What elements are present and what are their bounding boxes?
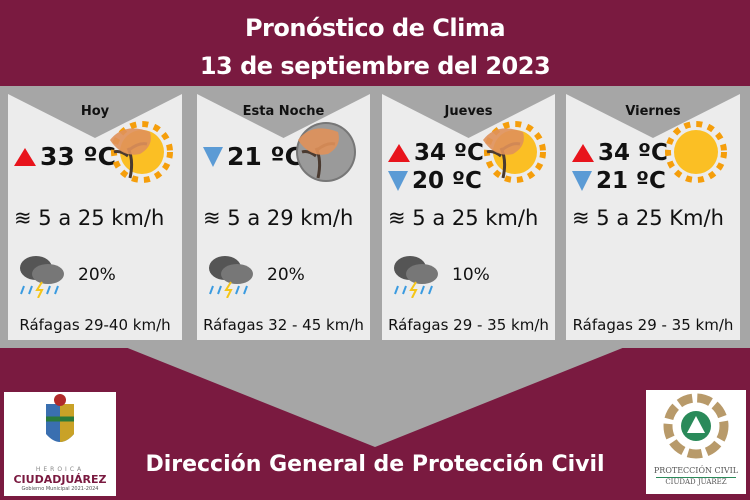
wind-icon: ≋ xyxy=(203,206,221,230)
storm-cloud-icon xyxy=(209,256,253,298)
card-header-chevron xyxy=(382,94,555,138)
card-header-chevron xyxy=(566,94,740,138)
windy-sun-icon xyxy=(110,121,173,183)
wind-gusts: Ráfagas 32 - 45 km/h xyxy=(203,316,364,334)
arrow-up-icon xyxy=(572,144,594,162)
ciudad-juarez-logo: HEROICA CIUDADJUÁREZ Gobierno Municipal … xyxy=(4,392,116,496)
forecast-card-0: Hoy 33 ºC ≋ 5 a 25 km/h 20% Ráfagas 29-40 km… xyxy=(8,94,182,340)
wind-speed: ≋ 5 a 25 km/h xyxy=(14,206,164,230)
temp-value: 34 ºC xyxy=(414,140,484,166)
wind-value: 5 a 25 km/h xyxy=(412,206,539,230)
sun-icon xyxy=(665,121,727,183)
wind-icon: ≋ xyxy=(388,206,406,230)
wind-speed: ≋ 5 a 25 Km/h xyxy=(572,206,724,230)
card-day: Viernes xyxy=(625,104,681,119)
arrow-down-icon xyxy=(388,171,408,191)
wind-icon: ≋ xyxy=(572,206,590,230)
rain-chance: 20% xyxy=(205,252,305,298)
rain-value: 10% xyxy=(452,265,490,285)
arrow-up-icon xyxy=(388,144,410,162)
arrow-down-icon xyxy=(203,146,223,167)
forecast-card-2: Jueves 34 ºC 20 ºC ≋ 5 a 25 km/h 10% Ráfagas … xyxy=(382,94,555,340)
temp-value: 33 ºC xyxy=(40,142,116,171)
wind-speed: ≋ 5 a 29 km/h xyxy=(203,206,353,230)
rain-value: 20% xyxy=(267,265,305,285)
page-title: Pronóstico de Clima xyxy=(244,14,506,42)
temp-value: 21 ºC xyxy=(227,142,303,171)
logo-name: CIUDADJUÁREZ xyxy=(13,473,107,486)
card-header-chevron xyxy=(197,94,370,138)
wind-speed: ≋ 5 a 25 km/h xyxy=(388,206,538,230)
temp-value: 34 ºC xyxy=(598,140,668,166)
footer-title: Dirección General de Protección Civil xyxy=(145,452,605,477)
wind-gusts: Ráfagas 29 - 35 km/h xyxy=(572,316,734,334)
logo-sub: Gobierno Municipal 2021-2024 xyxy=(21,486,99,492)
temp-high: 34 ºC xyxy=(388,140,484,166)
storm-cloud-icon xyxy=(394,256,438,298)
proteccion-civil-logo: PROTECCIÓN CIVIL CIUDAD JUÁREZ xyxy=(646,390,746,494)
storm-cloud-icon xyxy=(20,256,64,298)
forecast-date: 13 de septiembre del 2023 xyxy=(199,52,551,80)
card-day: Esta Noche xyxy=(242,104,325,119)
rain-chance: 20% xyxy=(16,252,116,298)
temp-low: 20 ºC xyxy=(388,168,482,194)
wind-gusts: Ráfagas 29-40 km/h xyxy=(19,316,171,334)
logo-sub: CIUDAD JUÁREZ xyxy=(656,477,736,486)
card-header-chevron xyxy=(8,94,182,138)
arrow-up-icon xyxy=(14,147,36,166)
temp-high: 33 ºC xyxy=(14,142,116,171)
wind-gusts: Ráfagas 29 - 35 km/h xyxy=(388,316,549,334)
wind-icon: ≋ xyxy=(14,206,32,230)
logo-heroica: HEROICA xyxy=(35,466,85,473)
card-day: Jueves xyxy=(444,104,493,119)
band-arrow xyxy=(125,347,625,447)
logo-name: PROTECCIÓN CIVIL xyxy=(653,466,739,475)
windy-moon-icon xyxy=(296,122,356,182)
rain-chance: 10% xyxy=(390,252,490,298)
wind-value: 5 a 29 km/h xyxy=(227,206,354,230)
temp-value: 20 ºC xyxy=(412,168,482,194)
rain-value: 20% xyxy=(78,265,116,285)
temp-high: 34 ºC xyxy=(572,140,668,166)
forecast-card-1: Esta Noche 21 ºC ≋ 5 a 29 km/h 20% Ráfagas 3… xyxy=(197,94,370,340)
arrow-down-icon xyxy=(572,171,592,191)
wind-value: 5 a 25 km/h xyxy=(38,206,165,230)
wind-value: 5 a 25 Km/h xyxy=(596,206,724,230)
forecast-card-3: Viernes 34 ºC 21 ºC ≋ 5 a 25 Km/h Ráfagas 29… xyxy=(566,94,740,340)
temp-low: 21 ºC xyxy=(203,142,303,171)
temp-value: 21 ºC xyxy=(596,168,666,194)
windy-sun-icon xyxy=(483,121,546,183)
card-day: Hoy xyxy=(80,104,110,119)
temp-low: 21 ºC xyxy=(572,168,666,194)
